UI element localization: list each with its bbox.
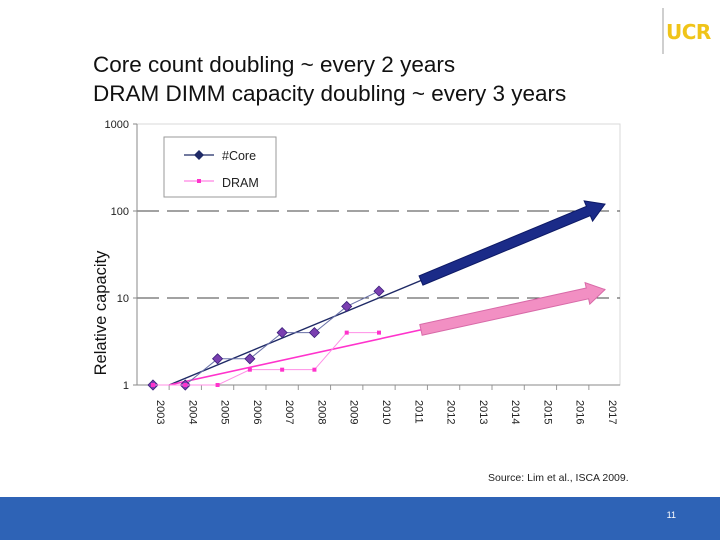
x-tick-label: 2015 xyxy=(541,400,553,424)
core-series-line xyxy=(153,290,380,386)
x-tick-label: 2016 xyxy=(574,400,586,424)
core-point xyxy=(276,327,288,339)
dram-trend-arrow xyxy=(419,281,606,336)
legend-dram-marker xyxy=(197,179,201,183)
x-tick-label: 2004 xyxy=(186,400,198,424)
x-tick-label: 2009 xyxy=(348,400,360,424)
core-point xyxy=(341,300,353,312)
core-point xyxy=(244,353,256,365)
dram-point xyxy=(215,383,220,387)
dram-point xyxy=(377,330,381,335)
x-tick-label: 2006 xyxy=(251,400,263,424)
dram-point xyxy=(151,383,155,387)
logo-divider xyxy=(662,8,664,54)
core-point xyxy=(212,353,224,365)
slide-title: Core count doubling ~ every 2 years DRAM… xyxy=(93,50,566,108)
footer-bar: 11 xyxy=(0,497,720,540)
core-point xyxy=(308,327,320,339)
x-tick-labels: 2003 2004 2005 2006 2007 2008 2009 2010 2011 2012… xyxy=(154,400,618,424)
core-point xyxy=(373,285,385,297)
x-tick-label: 2017 xyxy=(606,400,618,424)
dram-point xyxy=(247,367,252,372)
y-tick-label: 1000 xyxy=(105,119,129,131)
legend-core-marker xyxy=(194,150,204,160)
x-tick-label: 2003 xyxy=(154,400,166,424)
y-axis-label: Relative capacity xyxy=(92,250,110,375)
title-line-1: Core count doubling ~ every 2 years xyxy=(93,52,456,77)
legend-core-label: #Core xyxy=(222,149,256,163)
legend: #Core DRAM xyxy=(163,136,277,198)
y-tick-labels: 1 10 100 1000 xyxy=(105,119,137,392)
x-tick-label: 2013 xyxy=(477,400,489,424)
y-tick-label: 1 xyxy=(123,380,129,392)
page-number: 11 xyxy=(666,510,676,520)
x-tick-label: 2008 xyxy=(315,400,327,424)
ucr-logo: UCR xyxy=(666,20,711,44)
data-series xyxy=(147,285,385,391)
core-trend-arrow xyxy=(418,200,606,286)
dram-point xyxy=(183,383,188,387)
dram-series-line xyxy=(153,332,379,386)
x-tick-label: 2012 xyxy=(445,400,457,424)
x-tick-label: 2007 xyxy=(283,400,295,424)
dram-point xyxy=(344,330,349,335)
source-citation: Source: Lim et al., ISCA 2009. xyxy=(488,472,629,484)
y-tick-label: 100 xyxy=(111,206,129,218)
y-tick-label: 10 xyxy=(117,293,129,305)
x-tick-label: 2014 xyxy=(509,400,521,424)
legend-dram-label: DRAM xyxy=(222,176,259,190)
title-line-2: DRAM DIMM capacity doubling ~ every 3 ye… xyxy=(93,81,567,106)
dram-point xyxy=(312,367,317,372)
x-tick-label: 2010 xyxy=(380,400,392,424)
dram-point xyxy=(280,367,285,372)
x-tick-label: 2005 xyxy=(219,400,231,424)
x-tick-label: 2011 xyxy=(412,400,424,424)
trend-arrows xyxy=(168,200,606,386)
